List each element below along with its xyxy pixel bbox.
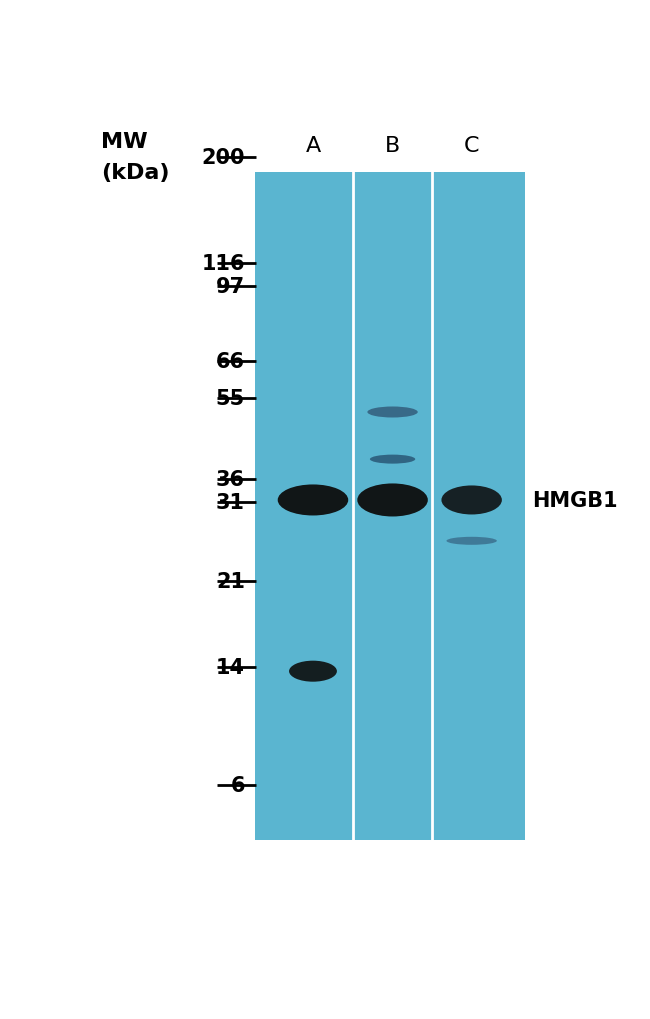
Text: 116: 116 (202, 254, 245, 273)
Text: 21: 21 (216, 572, 245, 591)
Text: 97: 97 (216, 277, 245, 298)
Ellipse shape (441, 486, 502, 515)
Text: 36: 36 (216, 470, 245, 489)
Text: 200: 200 (202, 148, 245, 167)
Text: (kDa): (kDa) (101, 163, 170, 183)
Text: A: A (306, 137, 320, 156)
Text: 31: 31 (216, 493, 245, 513)
Text: C: C (464, 137, 480, 156)
Ellipse shape (447, 537, 497, 545)
Text: 66: 66 (216, 352, 245, 372)
Text: B: B (385, 137, 400, 156)
Ellipse shape (289, 661, 337, 682)
Ellipse shape (370, 455, 415, 465)
Text: 6: 6 (231, 775, 245, 795)
Text: 55: 55 (216, 388, 245, 409)
Bar (255, 173, 525, 841)
Text: HMGB1: HMGB1 (532, 490, 618, 511)
Text: 14: 14 (216, 657, 245, 678)
Ellipse shape (358, 484, 428, 517)
Ellipse shape (278, 485, 348, 516)
Ellipse shape (367, 408, 418, 418)
Text: MW: MW (101, 131, 148, 152)
